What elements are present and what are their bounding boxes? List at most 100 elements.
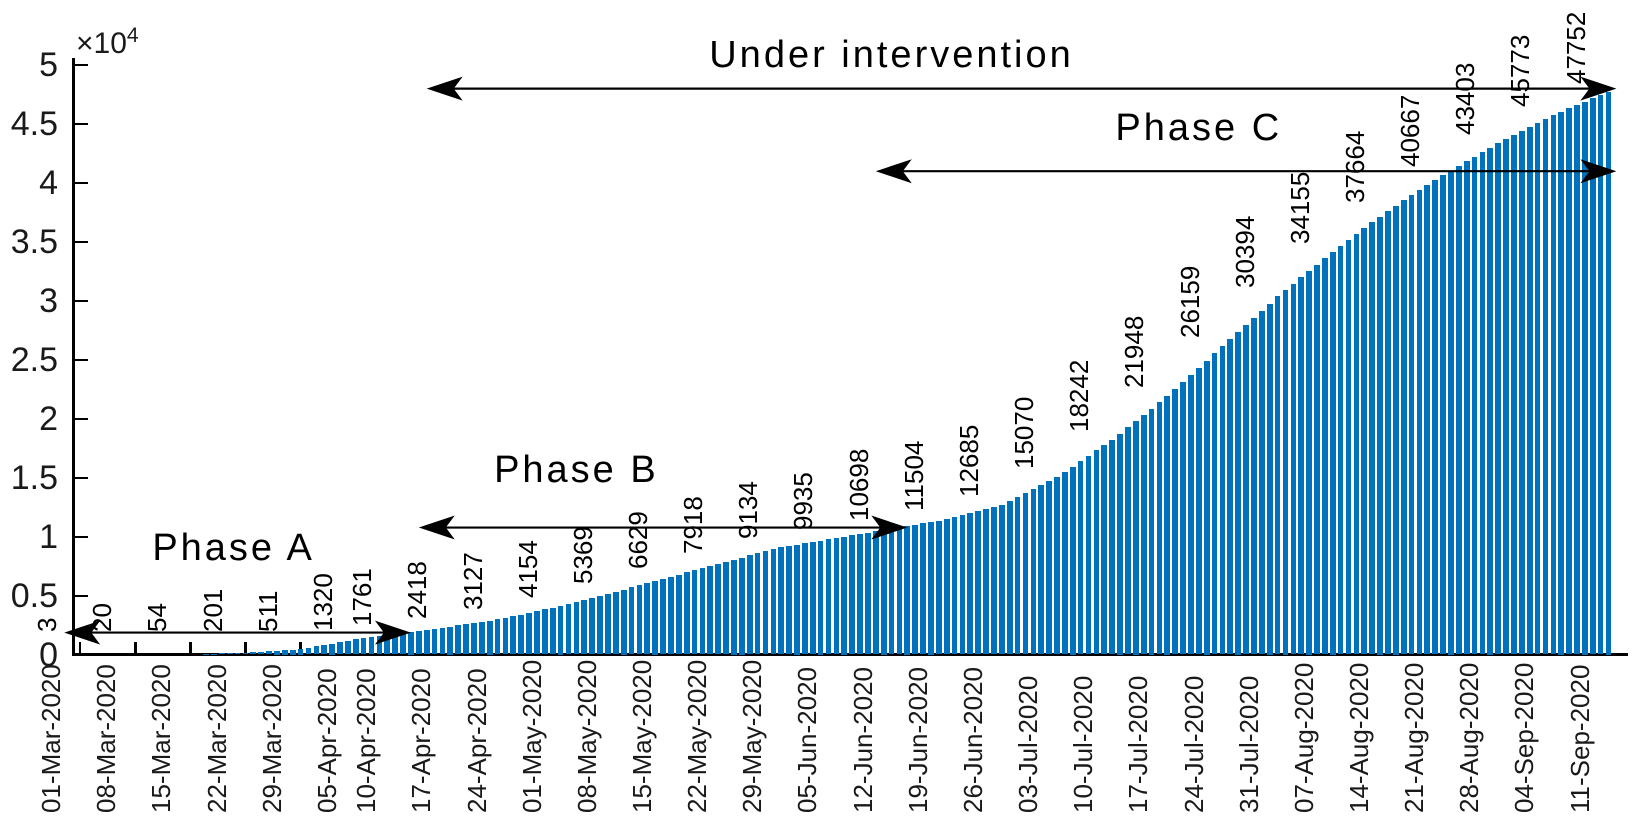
bar: [297, 649, 304, 655]
bar: [1290, 283, 1297, 655]
y-tick-label: 3.5: [10, 223, 58, 261]
scale-exponent: 4: [126, 24, 139, 47]
bar: [1093, 450, 1100, 655]
bar: [817, 540, 824, 655]
annotation-label-under-intervention: Under intervention: [709, 33, 1074, 76]
x-axis-line: [72, 653, 1628, 656]
y-tick-mark: [75, 476, 88, 480]
bar: [880, 530, 887, 655]
bar: [935, 520, 942, 655]
bar: [1337, 246, 1344, 655]
bar: [802, 543, 808, 655]
x-tick-mark: [78, 642, 82, 654]
bar: [1298, 277, 1305, 655]
bar: [589, 597, 595, 655]
bar: [754, 553, 761, 655]
bar: [478, 621, 485, 655]
bar: [1479, 152, 1486, 655]
bar: [1353, 234, 1360, 655]
bar: [959, 515, 966, 655]
bar: [526, 612, 532, 655]
bar: [549, 607, 556, 655]
y-tick-mark: [75, 417, 88, 421]
bar: [557, 606, 564, 655]
x-tick-mark: [299, 642, 302, 654]
bar: [794, 544, 800, 655]
bar: [1195, 367, 1202, 655]
arrowhead: [418, 515, 455, 540]
bar: [1125, 427, 1131, 655]
bar: [1511, 134, 1517, 655]
bar: [1361, 228, 1368, 655]
bar: [928, 522, 934, 655]
bar: [691, 570, 698, 655]
bar: [1416, 190, 1423, 655]
bar: [234, 652, 241, 655]
x-tick-mark: [244, 642, 247, 654]
bar: [1306, 271, 1312, 655]
bar: [486, 620, 493, 655]
bar: [636, 585, 643, 655]
bar: [1400, 200, 1407, 655]
bar: [258, 651, 265, 655]
bar: [1251, 317, 1257, 655]
x-tick-mark: [189, 642, 192, 654]
bar: [683, 572, 690, 655]
bar: [1542, 118, 1549, 655]
bar: [1408, 195, 1415, 655]
bar: [896, 527, 903, 655]
bar: [1322, 258, 1328, 655]
bar: [518, 614, 525, 655]
bar: [983, 509, 989, 655]
bar: [415, 630, 422, 655]
bar: [620, 589, 627, 655]
bar: [1329, 252, 1336, 655]
bar: [1109, 439, 1115, 655]
bar: [644, 583, 651, 655]
bar: [1006, 501, 1013, 655]
bar: [1432, 180, 1439, 655]
bar: [392, 634, 399, 655]
bar: [321, 644, 328, 655]
y-tick-mark: [75, 358, 88, 362]
bar: [1369, 222, 1376, 655]
arrowhead: [374, 620, 411, 645]
bar: [455, 625, 462, 655]
bar: [998, 505, 1005, 655]
bar: [904, 526, 911, 655]
bar: [770, 549, 777, 655]
bar: [731, 559, 737, 655]
bar: [841, 536, 848, 655]
y-axis-scale-label: ×104: [76, 24, 139, 61]
bar: [1345, 240, 1352, 655]
bar: [825, 539, 832, 655]
bar: [1243, 324, 1249, 655]
bar: [423, 629, 430, 655]
bar: [463, 624, 469, 655]
annotation-label-phase-a: Phase A: [152, 527, 315, 569]
bar: [337, 642, 343, 655]
bar: [1069, 466, 1076, 655]
bar: [1424, 185, 1431, 655]
bar: [1172, 388, 1179, 655]
bar: [746, 555, 753, 655]
arrowhead: [875, 159, 912, 184]
bar: [1448, 170, 1454, 655]
y-tick-label: 2.5: [10, 341, 58, 379]
bar: [1085, 455, 1092, 655]
bar: [1101, 445, 1108, 655]
bar: [786, 545, 792, 655]
scale-base: ×10: [76, 27, 127, 60]
y-tick-label: 2: [39, 400, 58, 438]
bar: [510, 616, 517, 655]
bar: [1219, 346, 1226, 655]
bar: [439, 627, 446, 655]
bar: [865, 532, 871, 655]
bar: [1046, 481, 1052, 655]
bar: [471, 622, 477, 655]
bar: [1266, 303, 1273, 655]
bar: [668, 576, 674, 655]
bar: [400, 633, 406, 655]
